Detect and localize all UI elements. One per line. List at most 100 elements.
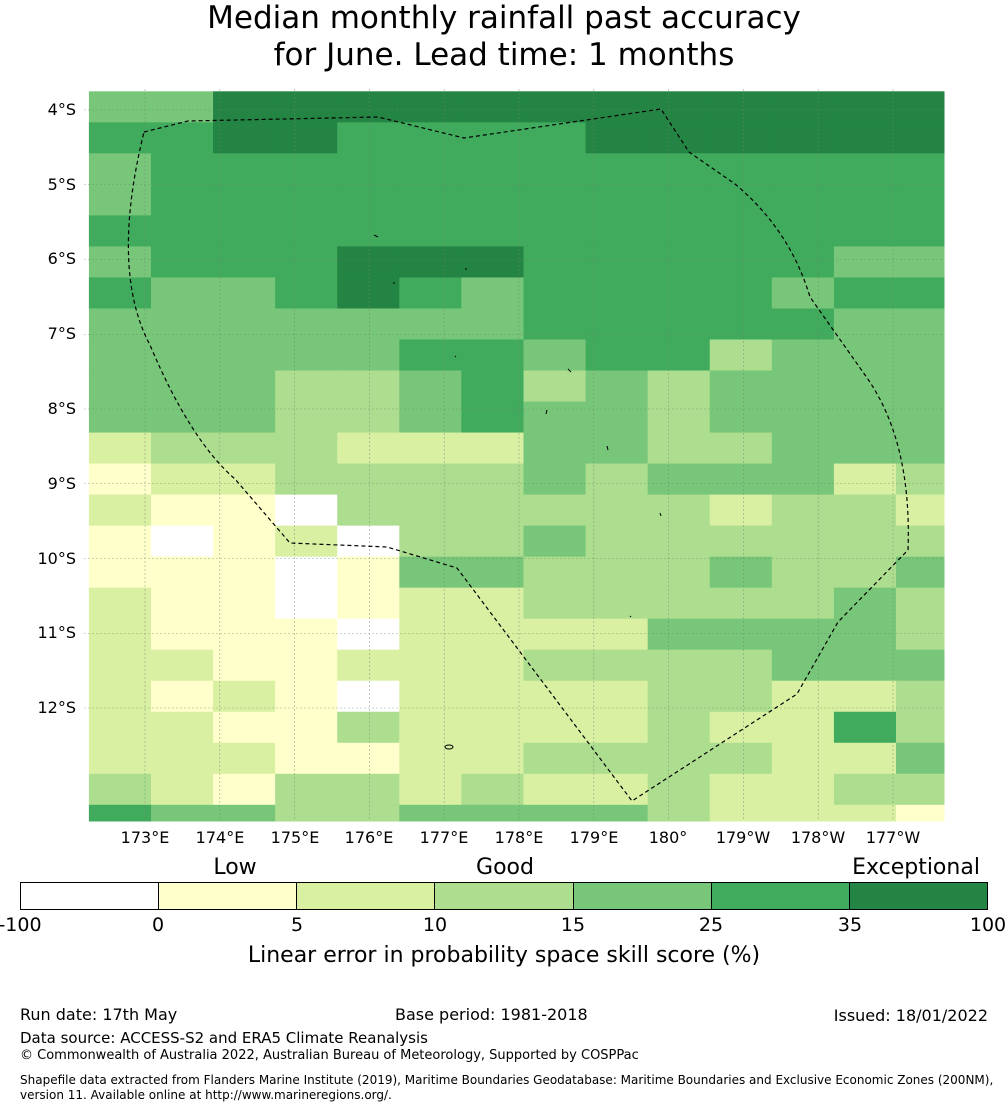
map-grid-cell: [709, 432, 773, 465]
map-grid-cell: [771, 525, 835, 558]
map-grid-cell: [337, 246, 400, 278]
map-grid-cell: [647, 432, 711, 465]
map-grid-cell: [88, 804, 152, 822]
map-grid-cell: [833, 587, 897, 620]
lat-label-11s: 11°S: [37, 623, 76, 642]
map-grid-cell: [585, 308, 649, 340]
map-grid-cell: [833, 91, 897, 123]
lat-label-7s: 7°S: [47, 324, 76, 343]
map-grid-cell: [585, 339, 649, 372]
map-grid-cell: [275, 742, 338, 775]
map-grid-cell: [585, 463, 649, 496]
map-grid-cell: [523, 804, 587, 822]
map-grid-cell: [88, 308, 152, 340]
map-grid-cell: [523, 463, 587, 496]
map-grid-cell: [399, 773, 462, 806]
map-grid-cell: [833, 277, 897, 309]
map-grid-cell: [523, 680, 587, 713]
map-grid-cell: [337, 153, 400, 185]
map-grid-cell: [771, 246, 835, 278]
map-grid-cell: [523, 525, 587, 558]
map-grid-cell: [523, 246, 587, 278]
map-grid-cell: [647, 308, 711, 340]
lon-label-173e: 173°E: [120, 828, 170, 847]
map-grid-cell: [150, 463, 214, 496]
map-grid-cell: [895, 432, 945, 465]
map-grid-cell: [399, 401, 462, 434]
map-grid-cell: [275, 494, 338, 527]
map-grid-cell: [275, 773, 338, 806]
map-grid-cell: [461, 773, 524, 806]
map-grid-cell: [771, 91, 835, 123]
map-grid-cell: [523, 215, 587, 247]
map-grid-cell: [213, 804, 276, 822]
colorbar-tick-35: 35: [837, 914, 863, 936]
map-grid-cell: [275, 463, 338, 496]
map-grid-cell: [833, 184, 897, 216]
map-grid-cell: [585, 556, 649, 589]
map-grid-cell: [709, 742, 773, 775]
map-grid-cell: [647, 401, 711, 434]
map-grid-cell: [771, 773, 835, 806]
map-grid-cell: [585, 525, 649, 558]
base-period: Base period: 1981-2018: [395, 1005, 588, 1024]
map-grid-cell: [895, 773, 945, 806]
map-grid-cell: [213, 432, 276, 465]
map-grid-cell: [337, 680, 400, 713]
map-grid-cell: [833, 463, 897, 496]
colorbar-segment-4: [573, 883, 712, 909]
map-grid-cell: [523, 91, 587, 123]
lon-label-177w: 177°W: [865, 828, 921, 847]
shapefile-credit-line1: Shapefile data extracted from Flanders M…: [20, 1073, 994, 1087]
map-grid-cell: [895, 525, 945, 558]
map-grid-cell: [337, 277, 400, 309]
map-grid-cell: [337, 308, 400, 340]
lon-label-178w: 178°W: [790, 828, 846, 847]
map-grid-cell: [585, 277, 649, 309]
map-grid-cell: [461, 525, 524, 558]
map-grid-cell: [399, 277, 462, 309]
map-grid-cell: [833, 401, 897, 434]
map-grid-cell: [213, 742, 276, 775]
lon-label-176e: 176°E: [344, 828, 394, 847]
map-grid-cell: [150, 153, 214, 185]
data-source: Data source: ACCESS-S2 and ERA5 Climate …: [20, 1029, 428, 1047]
map-grid-cell: [523, 494, 587, 527]
map-grid-cell: [709, 215, 773, 247]
map-grid-cell: [150, 91, 214, 123]
map-grid-cell: [895, 618, 945, 651]
map-grid-cell: [461, 308, 524, 340]
map-grid-cell: [461, 153, 524, 185]
map-grid-cell: [895, 742, 945, 775]
map-grid-cell: [275, 432, 338, 465]
map-grid-cell: [213, 153, 276, 185]
map-grid-cell: [461, 587, 524, 620]
map-grid-cell: [771, 432, 835, 465]
map-grid-cell: [150, 618, 214, 651]
map-grid-cell: [647, 184, 711, 216]
map-grid-cell: [647, 122, 711, 154]
map-grid-cell: [895, 339, 945, 372]
map-grid-cell: [461, 246, 524, 278]
lat-label-12s: 12°S: [37, 698, 76, 717]
map-grid-cell: [585, 246, 649, 278]
map-grid-cell: [709, 804, 773, 822]
map-grid-cell: [337, 525, 400, 558]
map-grid-cell: [709, 773, 773, 806]
map-grid-cell: [709, 153, 773, 185]
map-grid-cell: [88, 773, 152, 806]
map-grid-cell: [461, 680, 524, 713]
map-grid-cell: [523, 122, 587, 154]
map-grid-cell: [523, 308, 587, 340]
map-grid-cell: [709, 587, 773, 620]
colorbar-label: Linear error in probability space skill …: [247, 943, 761, 968]
map-grid-cell: [150, 742, 214, 775]
lat-label-8s: 8°S: [47, 399, 76, 418]
map-grid-cells: [88, 91, 945, 822]
map-grid-cell: [213, 277, 276, 309]
map-grid-cell: [523, 711, 587, 744]
eez-boundary: [127, 108, 909, 802]
map-grid-cell: [647, 277, 711, 309]
map-grid-cell: [647, 742, 711, 775]
category-exceptional: Exceptional: [852, 855, 980, 880]
